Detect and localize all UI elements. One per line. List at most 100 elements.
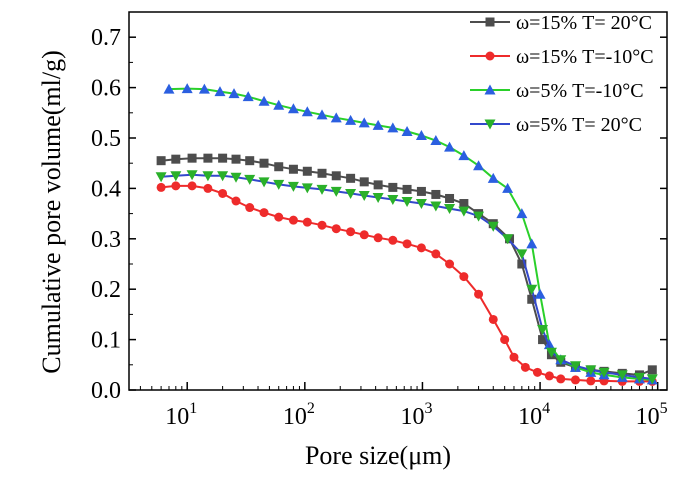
data-point (444, 141, 456, 152)
data-point (516, 249, 528, 260)
data-point (230, 172, 242, 183)
data-point (537, 325, 549, 336)
data-point (401, 197, 413, 208)
data-point (203, 153, 213, 163)
data-point (585, 365, 597, 376)
data-point (485, 17, 495, 27)
data-point (217, 171, 229, 182)
data-point (646, 374, 658, 385)
data-point (317, 168, 327, 178)
data-point (288, 215, 298, 225)
data-point (181, 83, 193, 94)
data-point (316, 184, 328, 195)
data-point (445, 259, 455, 269)
data-point (387, 122, 399, 133)
data-point (214, 86, 226, 97)
data-point (345, 188, 357, 199)
data-point (258, 177, 270, 188)
data-point (163, 83, 175, 94)
data-point (187, 153, 197, 163)
legend: ω=15% T= 20°C ω=15% T=-10°C ω=5% T=-10°C ω=… (470, 12, 654, 136)
data-point (331, 224, 341, 234)
data-point (500, 335, 510, 345)
x-tick-label: 103 (400, 400, 432, 430)
data-point (273, 99, 285, 110)
x-axis-title: Pore size(μm) (305, 441, 451, 470)
data-point (245, 203, 255, 213)
y-tick-label: 0.4 (91, 176, 121, 202)
y-axis-title: Cumulative pore volume(ml/g) (37, 50, 66, 374)
data-point (545, 347, 557, 358)
data-point (372, 192, 384, 203)
data-point (555, 355, 567, 366)
data-point (245, 156, 255, 166)
data-point (633, 372, 645, 383)
data-point (187, 181, 197, 191)
data-point (345, 114, 357, 125)
data-point (430, 135, 442, 146)
y-tick-label: 0.6 (91, 76, 121, 102)
data-point (228, 88, 240, 99)
data-point (431, 249, 441, 259)
data-point (203, 183, 213, 193)
data-point (458, 150, 470, 161)
data-point (416, 243, 426, 253)
data-point (301, 106, 313, 117)
data-point (415, 199, 427, 210)
data-point (556, 374, 566, 384)
data-point (516, 208, 528, 219)
data-point (273, 179, 285, 190)
data-point (527, 294, 537, 304)
x-tick-label: 105 (636, 400, 668, 430)
data-point (569, 361, 581, 372)
data-point (274, 162, 284, 172)
data-point (534, 288, 546, 299)
data-point (358, 190, 370, 201)
data-point (258, 95, 270, 106)
data-point (372, 119, 384, 130)
data-point (459, 199, 469, 209)
series-2 (156, 181, 657, 386)
y-tick-label: 0.5 (91, 126, 121, 152)
data-point (373, 233, 383, 243)
plot-frame (128, 11, 668, 391)
data-point (346, 227, 356, 237)
data-point (487, 221, 499, 232)
legend-label: ω=5% T= 20°C (516, 114, 642, 136)
data-point (616, 370, 628, 381)
data-point (218, 153, 228, 163)
data-point (171, 154, 181, 164)
data-point (431, 189, 441, 199)
data-point (444, 204, 456, 215)
data-point (155, 172, 167, 183)
data-point (231, 196, 241, 206)
data-point (459, 272, 469, 282)
data-point (287, 103, 299, 114)
data-point (598, 367, 610, 378)
data-point (401, 125, 413, 136)
series-4 (155, 170, 658, 385)
data-point (430, 201, 442, 212)
data-point (544, 371, 554, 381)
data-point (186, 170, 198, 181)
data-point (517, 259, 527, 269)
data-point (402, 184, 412, 194)
data-point (288, 164, 298, 174)
data-point (532, 367, 542, 377)
data-point (316, 109, 328, 120)
y-tick-label: 0.3 (91, 227, 121, 253)
data-point (330, 112, 342, 123)
data-point (301, 183, 313, 194)
data-point (538, 335, 548, 345)
data-point (487, 172, 499, 183)
data-point (474, 289, 484, 299)
data-point (502, 234, 514, 245)
data-point (242, 91, 254, 102)
data-point (373, 180, 383, 190)
data-point (330, 186, 342, 197)
data-point (473, 211, 485, 222)
data-point (445, 193, 455, 203)
data-point (358, 117, 370, 128)
